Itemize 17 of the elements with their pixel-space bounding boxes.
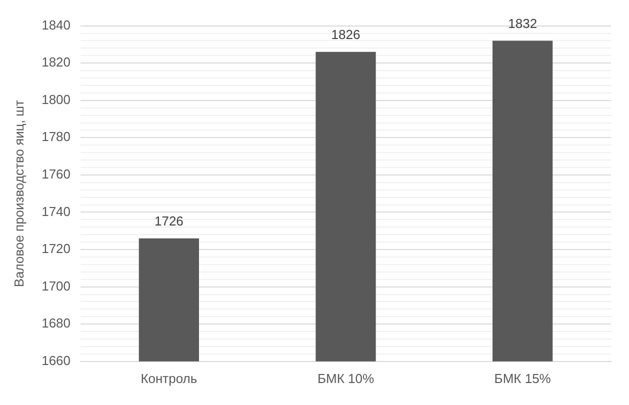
y-tick-label: 1680 [42, 316, 71, 331]
x-tick-label: Контроль [140, 370, 198, 386]
y-tick-label: 1700 [42, 278, 71, 294]
y-tick-label: 1820 [42, 54, 71, 70]
y-tick-label: 1660 [42, 352, 71, 368]
y-tick-label: 1780 [42, 129, 71, 144]
data-label: 1726 [154, 213, 184, 228]
x-tick-label: БМК 10% [317, 370, 374, 386]
y-tick-label: 1720 [42, 241, 71, 256]
y-tick-label: 1760 [42, 166, 71, 182]
y-tick-label: 1840 [42, 17, 71, 32]
data-label: 1832 [508, 16, 538, 31]
data-label: 1826 [331, 26, 360, 42]
y-tick-label: 1740 [42, 204, 71, 219]
y-axis-title: Валовое производство яиц, шт [11, 100, 26, 288]
y-tick-label: 1800 [42, 92, 71, 107]
x-tick-label: БМК 15% [494, 370, 552, 386]
